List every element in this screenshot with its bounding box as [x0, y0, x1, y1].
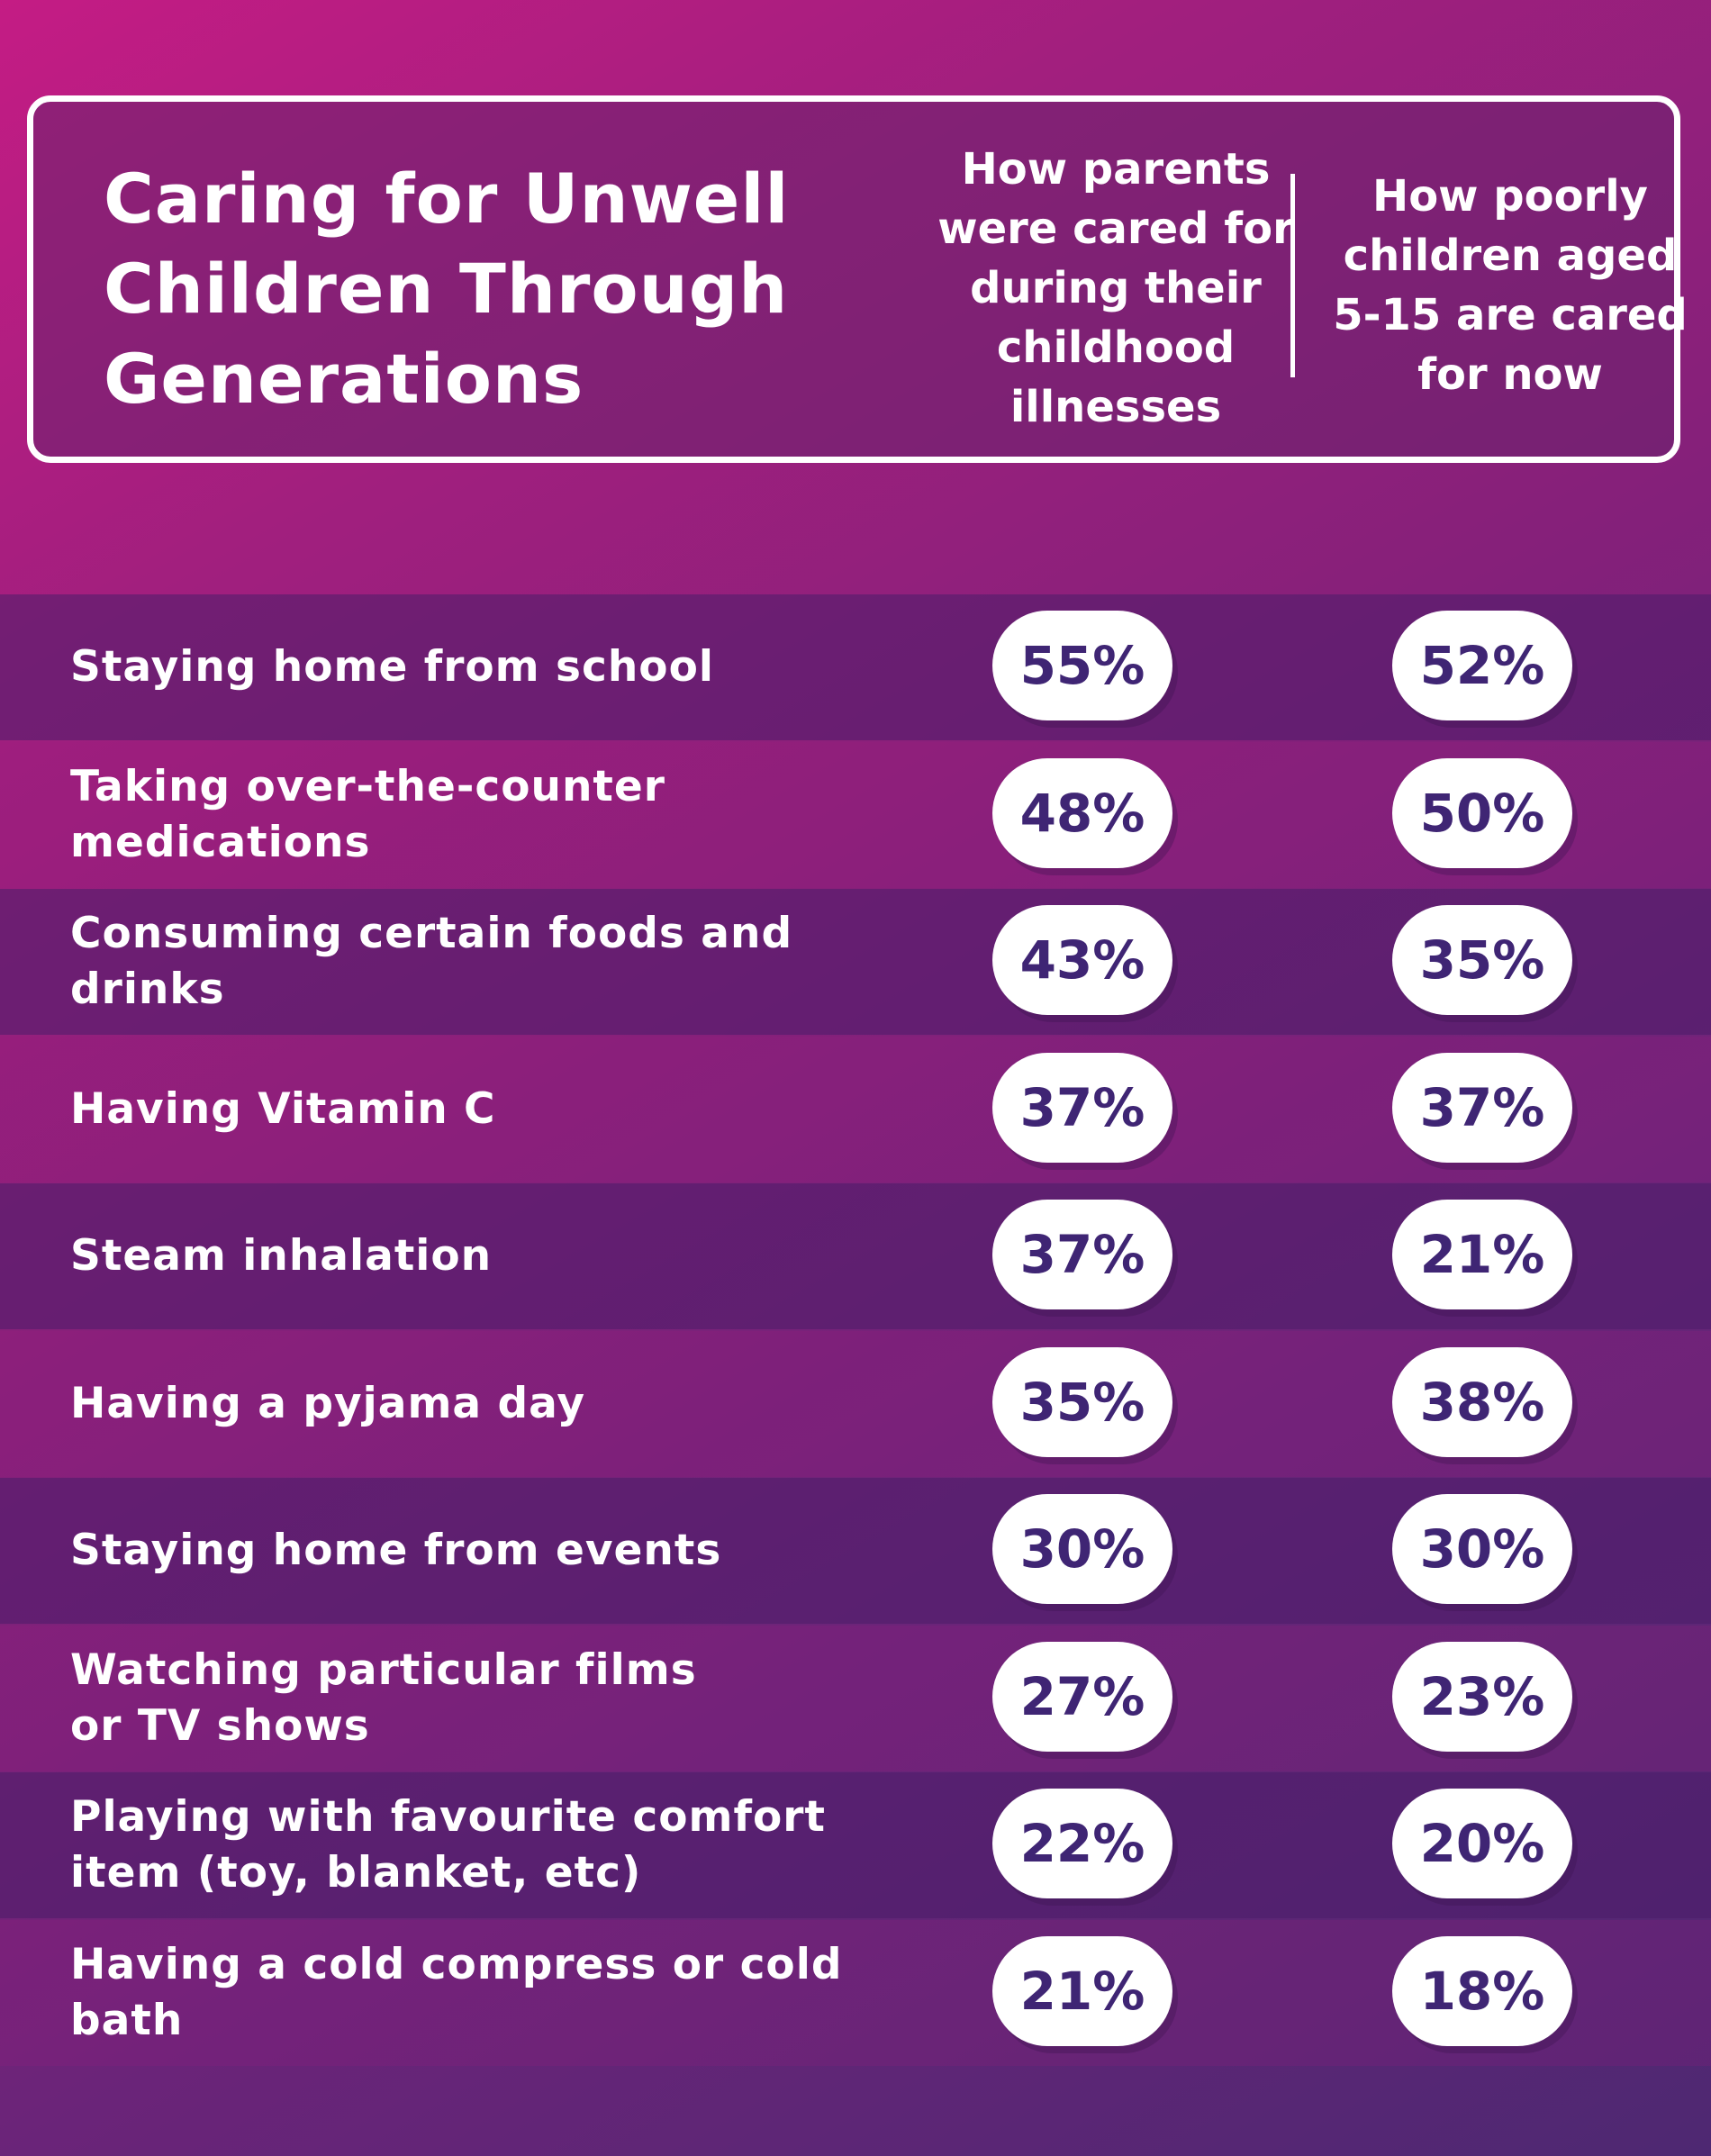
- value-parents-badge: 30%: [992, 1494, 1172, 1604]
- table-row: Playing with favourite comfort item (toy…: [0, 1772, 1711, 1918]
- value-parents-badge: 35%: [992, 1347, 1172, 1457]
- value-parents-badge: 37%: [992, 1053, 1172, 1163]
- value-children-badge: 50%: [1392, 758, 1572, 868]
- value-children-badge: 37%: [1392, 1053, 1572, 1163]
- value-children-badge: 35%: [1392, 905, 1572, 1015]
- table-row: Taking over-the-counter medications 48% 50…: [0, 742, 1711, 888]
- value-parents-badge: 21%: [992, 1936, 1172, 2046]
- row-label: Staying home from school: [70, 642, 715, 692]
- value-parents-badge: 43%: [992, 905, 1172, 1015]
- table-row: Staying home from events 30% 30%: [0, 1478, 1711, 1624]
- row-label: Staying home from events: [70, 1526, 722, 1575]
- value-children-badge: 20%: [1392, 1789, 1572, 1898]
- table-row: Having a cold compress or cold bath 21% 18…: [0, 1920, 1711, 2066]
- table-row: Staying home from school 55% 52%: [0, 594, 1711, 740]
- column-header-children: How poorly children aged 5-15 are cared …: [1333, 171, 1688, 400]
- column-header-parents: How parents were cared for during their …: [937, 144, 1294, 432]
- table-row: Having Vitamin C 37% 37%: [0, 1037, 1711, 1182]
- row-label: Having a pyjama day: [70, 1379, 586, 1428]
- value-children-badge: 18%: [1392, 1936, 1572, 2046]
- value-children-badge: 21%: [1392, 1200, 1572, 1309]
- page-title: Caring for Unwell Children Through Gener…: [104, 159, 790, 419]
- row-label: Watching particular films or TV shows: [70, 1645, 697, 1751]
- row-label: Taking over-the-counter medications: [70, 762, 665, 867]
- row-label: Having a cold compress or cold bath: [70, 1940, 843, 2045]
- value-parents-badge: 37%: [992, 1200, 1172, 1309]
- row-label: Playing with favourite comfort item (toy…: [70, 1792, 826, 1898]
- value-children-badge: 38%: [1392, 1347, 1572, 1457]
- table-row: Consuming certain foods and drinks 43% 35%: [0, 889, 1711, 1035]
- table-row: Watching particular films or TV shows 27%…: [0, 1626, 1711, 1771]
- header-panel: Caring for Unwell Children Through Gener…: [27, 95, 1688, 463]
- table-row: Steam inhalation 37% 21%: [0, 1183, 1711, 1329]
- value-parents-badge: 48%: [992, 758, 1172, 868]
- value-parents-badge: 27%: [992, 1642, 1172, 1752]
- column-divider: [1290, 174, 1295, 377]
- value-children-badge: 30%: [1392, 1494, 1572, 1604]
- row-label: Steam inhalation: [70, 1231, 493, 1281]
- value-parents-badge: 55%: [992, 611, 1172, 720]
- value-parents-badge: 22%: [992, 1789, 1172, 1898]
- row-label: Consuming certain foods and drinks: [70, 909, 793, 1014]
- row-label: Having Vitamin C: [70, 1084, 496, 1134]
- table-row: Having a pyjama day 35% 38%: [0, 1331, 1711, 1477]
- value-children-badge: 23%: [1392, 1642, 1572, 1752]
- value-children-badge: 52%: [1392, 611, 1572, 720]
